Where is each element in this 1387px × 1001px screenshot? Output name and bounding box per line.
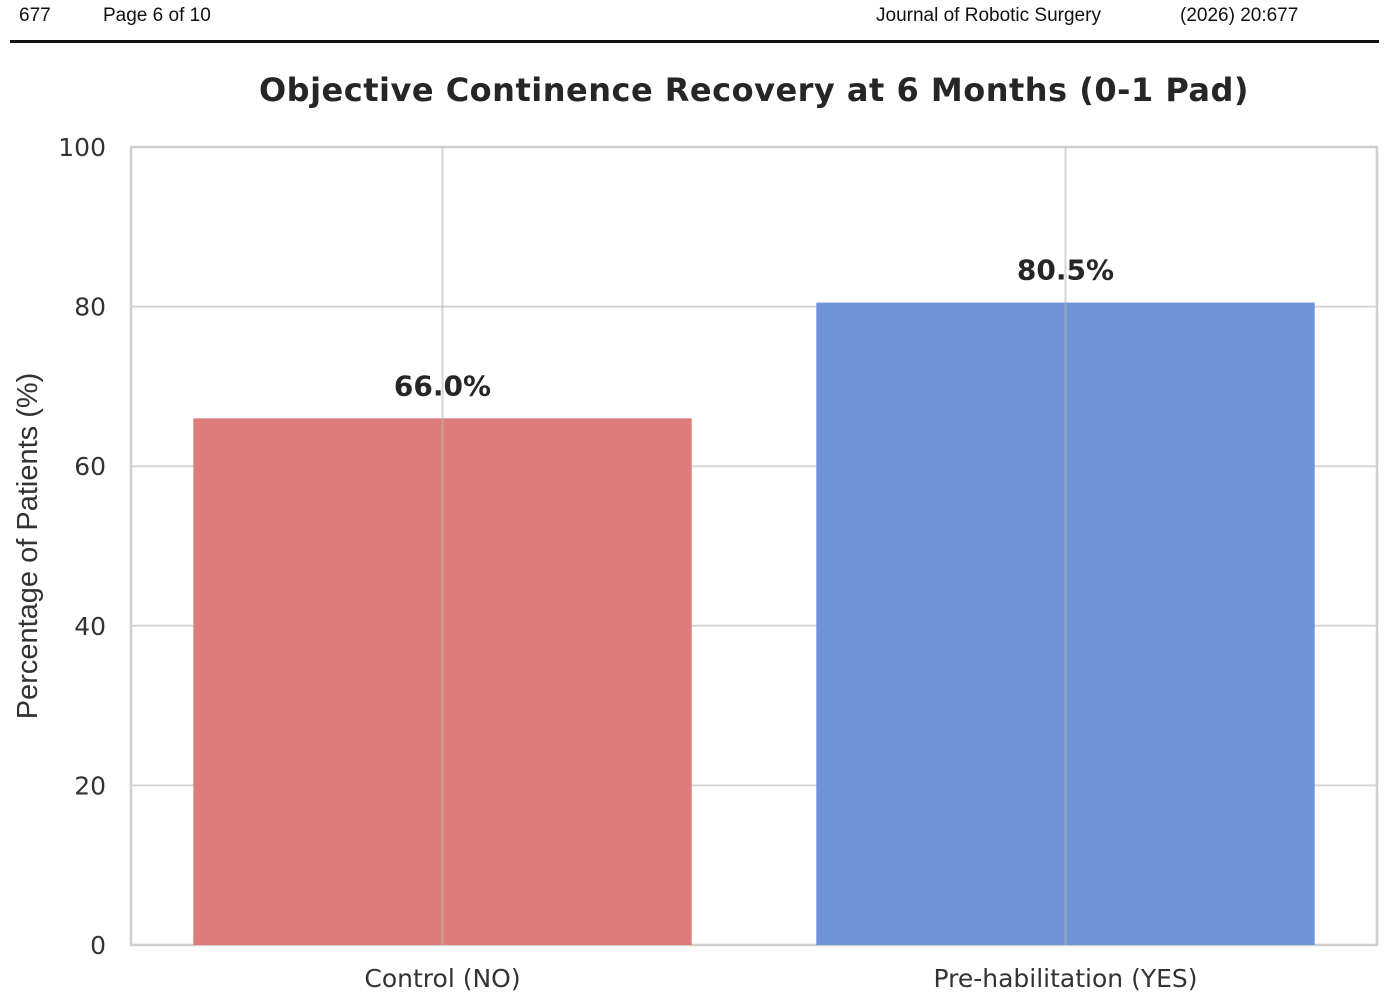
y-tick-label: 80 <box>74 293 106 322</box>
citation: (2026) 20:677 <box>1180 5 1299 26</box>
x-tick-label: Control (NO) <box>364 964 520 993</box>
page-header: 677 Page 6 of 10 Journal of Robotic Surg… <box>0 0 1387 43</box>
chart-title: Objective Continence Recovery at 6 Month… <box>259 71 1249 109</box>
y-tick-labels: 0 20 40 60 80 100 <box>58 133 106 960</box>
article-number: 677 <box>19 5 51 26</box>
data-label: 80.5% <box>1017 254 1114 287</box>
y-tick-label: 20 <box>74 771 106 800</box>
x-tick-label: Pre-habilitation (YES) <box>933 964 1197 993</box>
x-tick-labels: Control (NO) Pre-habilitation (YES) <box>364 964 1197 993</box>
header-rule <box>10 40 1379 43</box>
data-label: 66.0% <box>394 369 491 402</box>
journal-name: Journal of Robotic Surgery <box>876 5 1101 26</box>
y-tick-label: 40 <box>74 612 106 641</box>
y-tick-label: 60 <box>74 452 106 481</box>
y-axis-label: Percentage of Patients (%) <box>12 373 44 720</box>
page-indicator: Page 6 of 10 <box>103 5 211 26</box>
y-tick-label: 0 <box>90 931 106 960</box>
y-tick-label: 100 <box>58 133 106 162</box>
data-labels: 66.0% 80.5% <box>394 254 1114 403</box>
